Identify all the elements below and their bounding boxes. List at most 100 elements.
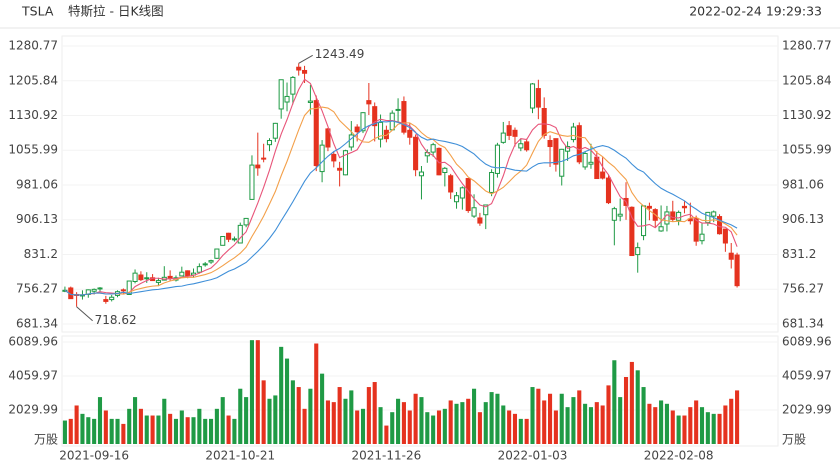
volume-bar [647, 403, 652, 444]
candle-body [290, 76, 296, 95]
candle-body [220, 236, 226, 246]
volume-bar [384, 425, 389, 444]
volume-bar [559, 393, 564, 444]
volume-bar [705, 412, 710, 444]
candle-body [407, 129, 413, 138]
volume-bar [682, 415, 687, 444]
candle-body [413, 136, 419, 171]
volume-unit-right: 万股 [782, 433, 806, 447]
candle-body [325, 128, 331, 148]
volume-bar [168, 413, 173, 444]
candle-body [103, 299, 109, 302]
volume-bar [536, 388, 541, 444]
candle-body [635, 247, 641, 256]
candle-body [646, 205, 652, 209]
volume-bar [460, 402, 465, 444]
volume-bar [372, 382, 377, 444]
y-tick-label-right: 831.2 [782, 247, 816, 261]
candle-body [214, 248, 220, 259]
volume-tick-label-right: 4059.97 [782, 369, 832, 383]
candle-body [629, 206, 635, 257]
volume-bar [226, 415, 231, 444]
candle-body [313, 100, 319, 167]
candle-body [296, 66, 302, 71]
candle-body [442, 167, 448, 174]
volume-bar [355, 410, 360, 444]
volume-bar [694, 400, 699, 444]
chart-title: 特斯拉 - 日K线图 [68, 4, 164, 19]
candle-body [611, 208, 617, 221]
volume-bar [74, 405, 79, 444]
volume-bar [676, 415, 681, 444]
volume-bar [512, 413, 518, 444]
volume-bar [442, 408, 447, 444]
volume-bar [495, 393, 500, 444]
volume-tick-label: 2029.99 [8, 402, 58, 416]
volume-bar [489, 392, 494, 444]
candle-body [617, 213, 623, 217]
volume-tick-label-right: 2029.99 [782, 402, 832, 416]
volume-bar [588, 407, 594, 444]
volume-bar [273, 395, 278, 444]
candle-body [681, 205, 688, 209]
candle-body [278, 79, 284, 110]
volume-bar [150, 415, 155, 444]
candle-body [401, 101, 407, 133]
volume-panel [61, 335, 779, 447]
volume-bar [419, 397, 424, 444]
y-tick-label: 1130.92 [8, 108, 58, 122]
candle-body [144, 277, 150, 280]
volume-bar [144, 415, 149, 444]
candle-body [319, 144, 325, 173]
candle-body [559, 148, 565, 177]
volume-bar [653, 407, 658, 444]
volume-bar [86, 417, 91, 444]
volume-bar [296, 387, 301, 444]
volume-bar [735, 390, 740, 444]
y-tick-label: 831.2 [24, 247, 58, 261]
candle-body [97, 287, 103, 290]
y-tick-label-right: 981.06 [782, 177, 824, 191]
volume-bar [483, 402, 488, 444]
volume-bar [729, 398, 734, 444]
candle-body [711, 211, 717, 217]
candle-body [138, 274, 144, 281]
candle-body [430, 144, 436, 153]
volume-bar [255, 340, 260, 444]
candle-body [91, 288, 97, 292]
candle-body [196, 266, 202, 273]
x-tick-label: 2021-11-26 [352, 449, 422, 463]
price-panel [61, 35, 779, 333]
volume-bar [670, 410, 675, 444]
candle-body [553, 138, 559, 165]
volume-bar [396, 398, 401, 444]
y-tick-label: 906.13 [16, 212, 58, 226]
candle-body [477, 217, 483, 224]
candle-body [664, 211, 670, 225]
x-tick-label: 2022-02-08 [644, 449, 714, 463]
candle-body [506, 125, 512, 136]
candle-body [418, 171, 425, 177]
volume-bar [431, 415, 436, 444]
y-tick-label-right: 1130.92 [782, 108, 832, 122]
volume-bar [133, 397, 138, 444]
volume-bar [220, 397, 225, 444]
volume-bar [542, 400, 547, 444]
volume-bar [629, 361, 634, 444]
volume-bar [366, 387, 371, 444]
volume-bar [606, 385, 611, 444]
candle-body [436, 147, 442, 176]
volume-bar [635, 370, 640, 444]
candle-body [226, 232, 232, 240]
volume-bar [173, 418, 179, 444]
volume-bar [197, 408, 202, 444]
candle-body [255, 164, 261, 169]
candle-body [302, 69, 308, 74]
candle-body [529, 83, 536, 109]
volume-bar [203, 418, 208, 444]
candle-body [494, 144, 500, 174]
candle-body [348, 134, 354, 148]
volume-bar [343, 398, 348, 444]
candle-body [693, 217, 699, 242]
